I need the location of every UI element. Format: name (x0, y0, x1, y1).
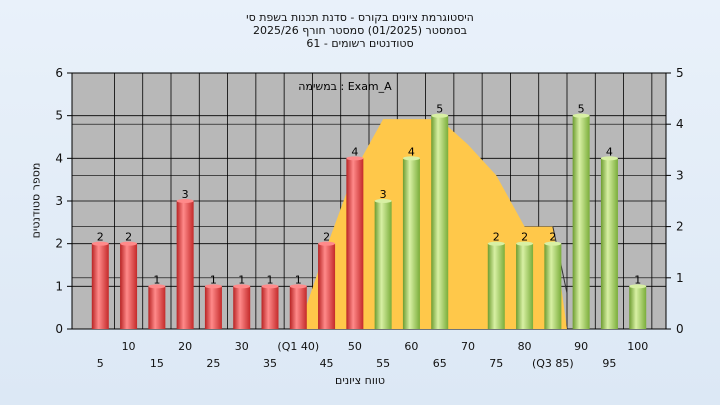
bar-5 (91, 243, 109, 329)
bar-label-45: 2 (323, 231, 330, 244)
bar-cap-85 (544, 241, 562, 246)
bar-cap-15 (148, 284, 166, 289)
y2-tick-label: 3 (676, 168, 684, 182)
y-tick-label: 1 (55, 279, 63, 293)
bar-80 (516, 243, 534, 329)
y2-tick-label: 4 (676, 117, 684, 131)
bar-75 (487, 243, 505, 329)
x-tick-label: (Q1 40) (277, 340, 319, 353)
y-tick-label: 2 (55, 237, 63, 251)
y2-tick-label: 2 (676, 220, 684, 234)
bar-65 (431, 115, 449, 330)
x-tick-label: 50 (348, 340, 362, 353)
y2-tick-label: 5 (676, 66, 684, 80)
bar-label-25: 1 (210, 273, 217, 286)
y2-tick-label: 0 (676, 322, 684, 336)
bar-100 (629, 286, 647, 329)
x-tick-label: 60 (404, 340, 418, 353)
x-axis-label: טווח ציונים (335, 374, 385, 387)
bar-label-20: 3 (182, 188, 189, 201)
bar-cap-45 (318, 241, 336, 246)
x-tick-label: 100 (627, 340, 648, 353)
x-tick-label: 45 (320, 357, 334, 370)
bar-35 (261, 286, 279, 329)
chart-title-line-1: היסטוגרמת ציונים בקורס - סדנת תכנות בשפת… (246, 11, 474, 24)
bar-label-65: 5 (436, 103, 443, 116)
y-tick-label: 5 (55, 109, 63, 123)
bar-30 (233, 286, 251, 329)
bar-cap-95 (600, 156, 618, 161)
x-tick-label: 55 (376, 357, 390, 370)
y-tick-label: 3 (55, 194, 63, 208)
bar-85 (544, 243, 562, 329)
bar-cap-5 (91, 241, 109, 246)
bar-cap-20 (176, 199, 194, 203)
bar-label-100: 1 (634, 273, 641, 286)
bar-label-95: 4 (606, 145, 613, 158)
bar-cap-55 (374, 199, 392, 203)
bar-50 (346, 158, 364, 329)
bar-label-30: 1 (238, 273, 245, 286)
bar-cap-40 (289, 284, 307, 289)
bar-label-75: 2 (493, 231, 500, 244)
x-tick-label: 5 (97, 357, 104, 370)
bar-cap-60 (402, 156, 420, 161)
x-tick-label: 80 (518, 340, 532, 353)
bar-cap-75 (487, 241, 505, 246)
y-axis-label: מספר סטודנטים (29, 162, 43, 239)
x-tick-label: 15 (150, 357, 164, 370)
bar-55 (374, 201, 392, 329)
bar-label-10: 2 (125, 231, 132, 244)
bar-25 (204, 286, 222, 329)
x-tick-label: (Q3 85) (532, 357, 574, 370)
bar-20 (176, 201, 194, 329)
bar-cap-30 (233, 284, 251, 289)
y2-tick-label: 1 (676, 271, 684, 285)
bar-95 (600, 158, 618, 329)
bar-label-55: 3 (380, 188, 387, 201)
bar-label-90: 5 (578, 103, 585, 116)
bar-10 (120, 243, 138, 329)
x-tick-label: 30 (235, 340, 249, 353)
bar-label-35: 1 (267, 273, 274, 286)
x-tick-label: 20 (178, 340, 192, 353)
bar-cap-80 (516, 241, 534, 246)
x-tick-label: 75 (489, 357, 503, 370)
chart-title-line-2: בסמסטר (01/2025) סמסטר חורף 2025/26 (253, 24, 467, 37)
x-tick-label: 65 (433, 357, 447, 370)
x-tick-label: 35 (263, 357, 277, 370)
bar-cap-25 (204, 284, 222, 289)
x-tick-label: 95 (602, 357, 616, 370)
y-tick-label: 4 (55, 151, 63, 165)
bar-label-85: 2 (549, 231, 556, 244)
bar-cap-35 (261, 284, 279, 289)
bar-15 (148, 286, 166, 329)
bar-cap-100 (629, 284, 647, 289)
bar-40 (289, 286, 307, 329)
bar-cap-90 (572, 113, 590, 118)
bar-60 (402, 158, 420, 329)
bar-label-60: 4 (408, 145, 415, 158)
bar-label-40: 1 (295, 273, 302, 286)
chart-title-line-3: סטודנטים רשומים - 61 (306, 37, 414, 50)
x-tick-label: 25 (206, 357, 220, 370)
y-tick-label: 0 (55, 322, 63, 336)
bar-label-15: 1 (153, 273, 160, 286)
chart-annotation: במשימה : Exam_A (298, 80, 392, 93)
x-tick-label: 90 (574, 340, 588, 353)
bar-90 (572, 115, 590, 330)
bar-label-5: 2 (97, 231, 104, 244)
x-tick-label: 70 (461, 340, 475, 353)
bar-cap-10 (120, 241, 138, 246)
bar-45 (318, 243, 336, 329)
bar-cap-50 (346, 156, 364, 161)
bar-label-80: 2 (521, 231, 528, 244)
bar-label-50: 4 (351, 145, 358, 158)
x-tick-label: 10 (122, 340, 136, 353)
bar-cap-65 (431, 113, 449, 118)
y-tick-label: 6 (55, 66, 63, 80)
